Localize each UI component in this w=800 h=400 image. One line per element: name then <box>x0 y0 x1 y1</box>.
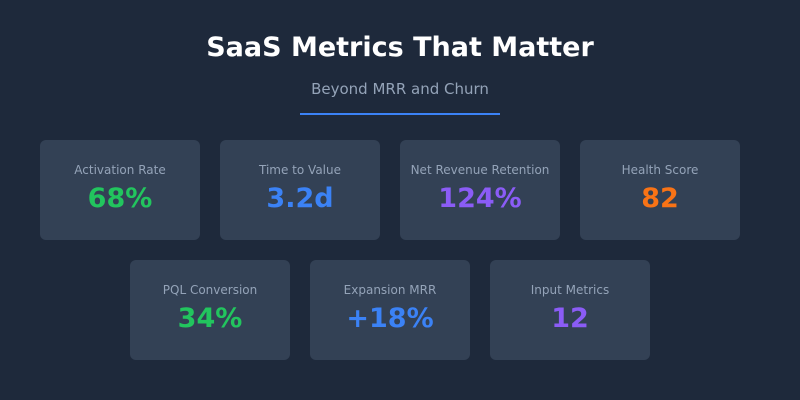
page-subtitle: Beyond MRR and Churn <box>311 80 489 98</box>
metric-label: Activation Rate <box>74 163 166 177</box>
metric-card-health-score: Health Score 82 <box>580 140 740 240</box>
metric-label: Input Metrics <box>530 283 610 297</box>
metric-value: 12 <box>551 303 589 334</box>
metric-card-time-to-value: Time to Value 3.2d <box>220 140 380 240</box>
page-title: SaaS Metrics That Matter <box>206 32 594 63</box>
metric-card-pql-conversion: PQL Conversion 34% <box>130 260 290 360</box>
metric-card-input-metrics: Input Metrics 12 <box>490 260 650 360</box>
title-underline <box>300 113 500 115</box>
metric-value: 68% <box>87 183 153 214</box>
metric-value: 82 <box>641 183 679 214</box>
metric-value: 34% <box>177 303 243 334</box>
metric-label: Expansion MRR <box>343 283 437 297</box>
metric-value: 124% <box>438 183 522 214</box>
metric-label: Net Revenue Retention <box>410 163 550 177</box>
metric-card-expansion-mrr: Expansion MRR +18% <box>310 260 470 360</box>
metric-value: +18% <box>346 303 434 334</box>
metric-label: PQL Conversion <box>162 283 258 297</box>
metric-card-activation-rate: Activation Rate 68% <box>40 140 200 240</box>
metric-value: 3.2d <box>266 183 334 214</box>
metric-label: Time to Value <box>259 163 341 177</box>
metric-label: Health Score <box>621 163 699 177</box>
metric-card-net-revenue-retention: Net Revenue Retention 124% <box>400 140 560 240</box>
